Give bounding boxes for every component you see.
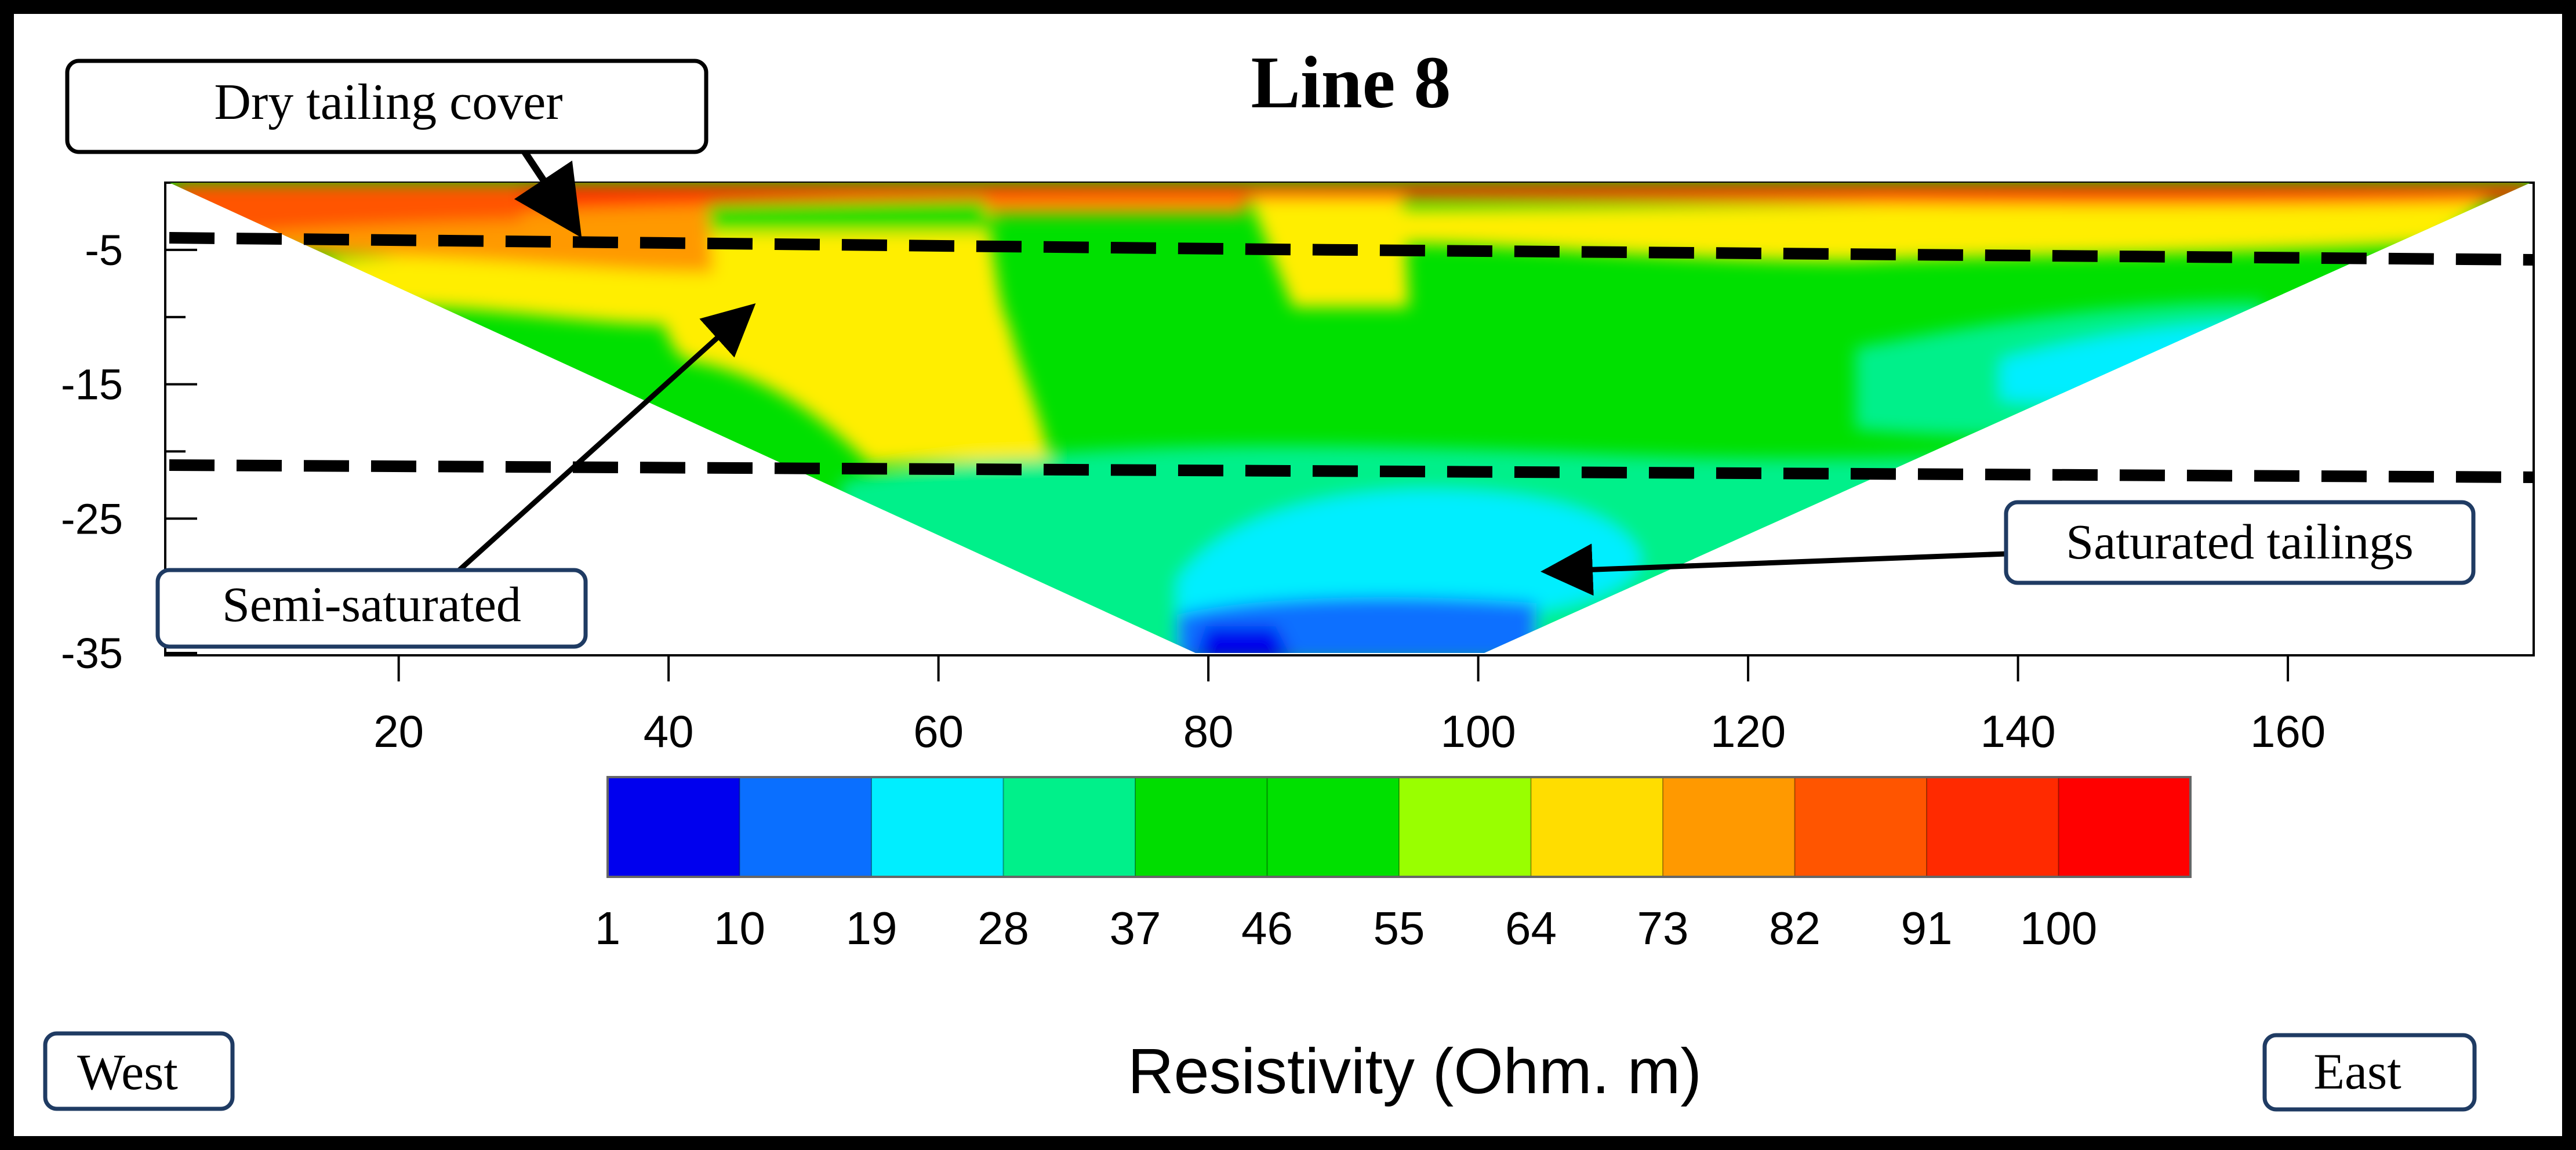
east-label-box bbox=[2262, 1033, 2477, 1112]
colorbar-tick-label: 73 bbox=[1637, 902, 1689, 954]
x-axis: 20 40 60 80 100 120 140 160 bbox=[373, 655, 2326, 757]
x-tick-label: 20 bbox=[373, 706, 424, 757]
dry-cover-arrow bbox=[514, 150, 582, 238]
colorbar-tick-label: 100 bbox=[2020, 902, 2097, 954]
x-tick-label: 60 bbox=[913, 706, 964, 757]
colorbar-segment bbox=[1927, 777, 2059, 877]
colorbar-segment bbox=[1663, 777, 1796, 877]
colorbar-segment bbox=[1531, 777, 1663, 877]
colorbar-tick-label: 10 bbox=[714, 902, 765, 954]
x-tick-label: 160 bbox=[2250, 706, 2326, 757]
x-tick-label: 140 bbox=[1981, 706, 2056, 757]
y-tick-label: -15 bbox=[61, 361, 123, 409]
colorbar-segment bbox=[2058, 777, 2191, 877]
dry-cover-label: Dry tailing cover bbox=[214, 74, 562, 130]
semi-saturated-label: Semi-saturated bbox=[222, 576, 521, 632]
chart-title: Line 8 bbox=[1251, 41, 1451, 124]
colorbar-segment bbox=[1399, 777, 1532, 877]
colorbar-segment bbox=[1794, 777, 1927, 877]
colorbar-segment bbox=[1267, 777, 1400, 877]
colorbar-frame bbox=[606, 776, 2192, 878]
y-tick-label: -5 bbox=[85, 226, 123, 274]
dry-cover-label-box bbox=[65, 59, 709, 154]
saturated-tailings-label-box bbox=[2004, 500, 2476, 585]
colorbar-tick-label: 37 bbox=[1110, 902, 1161, 954]
colorbar-tick-label: 19 bbox=[846, 902, 898, 954]
colorbar-segment bbox=[739, 777, 872, 877]
saturation-boundary bbox=[169, 459, 2534, 483]
semi-saturated-arrow bbox=[456, 303, 756, 574]
zone-surface-crust bbox=[169, 183, 2531, 232]
zone-saturated-tailings bbox=[1177, 490, 1641, 621]
x-tick-label: 120 bbox=[1710, 706, 1786, 757]
colorbar-segment bbox=[1135, 777, 1268, 877]
colorbar-label: Resistivity (Ohm. m) bbox=[1128, 1036, 1702, 1107]
colorbar-tick-label: 82 bbox=[1769, 902, 1821, 954]
colorbar-segment bbox=[871, 777, 1004, 877]
y-axis: -5 -15 -25 -35 bbox=[61, 226, 197, 677]
zone-semi-saturated-core bbox=[662, 215, 1049, 464]
colorbar: 1 10 19 28 37 46 55 64 73 82 91 100 bbox=[595, 776, 2192, 954]
colorbar-tick-label: 64 bbox=[1505, 902, 1557, 954]
west-label-box bbox=[43, 1031, 235, 1111]
colorbar-tick-label: 55 bbox=[1374, 902, 1425, 954]
zone-upper-yellow-east bbox=[1403, 197, 2493, 261]
colorbar-segment bbox=[1003, 777, 1136, 877]
east-label: East bbox=[2313, 1044, 2401, 1100]
y-tick-label: -25 bbox=[61, 495, 123, 543]
colorbar-segment bbox=[608, 777, 740, 877]
dry-cover-boundary bbox=[169, 232, 2534, 266]
x-tick-label: 40 bbox=[644, 706, 694, 757]
y-tick-label: -35 bbox=[61, 629, 123, 677]
saturated-tailings-arrow bbox=[1540, 543, 2007, 596]
zone-upper-green-patch bbox=[667, 197, 997, 232]
x-tick-label: 100 bbox=[1441, 706, 1516, 757]
colorbar-tick-label: 1 bbox=[595, 902, 621, 954]
semi-saturated-label-box bbox=[155, 568, 588, 649]
colorbar-tick-label: 28 bbox=[978, 902, 1029, 954]
colorbar-tick-label: 91 bbox=[1901, 902, 1953, 954]
colorbar-tick-label: 46 bbox=[1241, 902, 1293, 954]
west-label: West bbox=[77, 1044, 178, 1101]
x-tick-label: 80 bbox=[1183, 706, 1234, 757]
zone-deep-base bbox=[1194, 626, 1293, 653]
saturated-tailings-label: Saturated tailings bbox=[2066, 514, 2413, 569]
